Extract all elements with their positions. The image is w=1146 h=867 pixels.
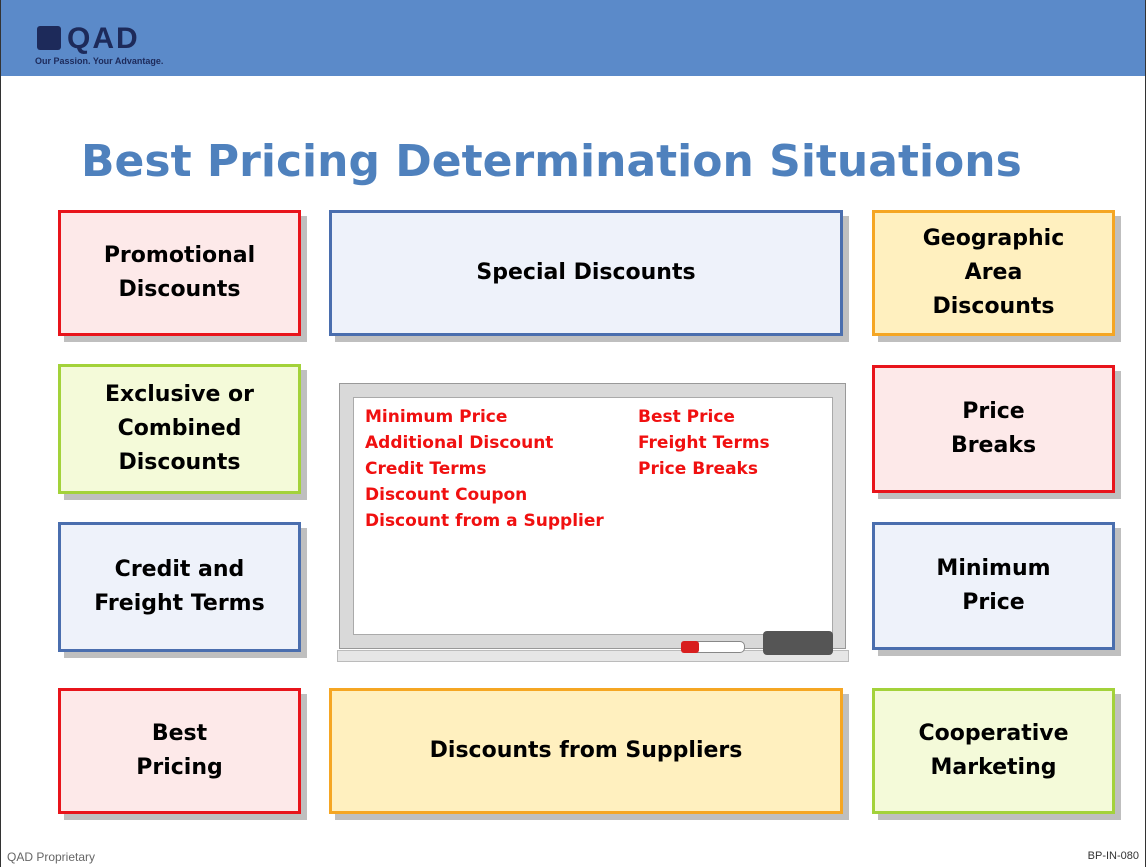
header-bar xyxy=(1,0,1146,76)
footer-right: BP-IN-080 xyxy=(1088,850,1139,862)
eraser xyxy=(763,631,833,655)
box-label: Credit and xyxy=(115,553,245,587)
logo-text: QAD xyxy=(67,22,140,56)
box-label: Special Discounts xyxy=(476,256,695,290)
marker-cap xyxy=(681,641,699,653)
box-label: Discounts xyxy=(933,290,1055,324)
box-label: Geographic xyxy=(923,222,1065,256)
box-label: Promotional xyxy=(104,239,255,273)
box-label: Discounts xyxy=(119,273,241,307)
box-label: Price xyxy=(962,586,1024,620)
logo-icon xyxy=(37,26,61,50)
box-label: Pricing xyxy=(136,751,223,785)
box-label: Area xyxy=(965,256,1023,290)
tagline: Our Passion. Your Advantage. xyxy=(35,56,163,66)
box-label: Discounts from Suppliers xyxy=(430,734,743,768)
box-label: Best xyxy=(152,717,207,751)
slide: QAD Our Passion. Your Advantage. Best Pr… xyxy=(0,0,1146,867)
whiteboard-item: Minimum Price xyxy=(365,404,507,430)
whiteboard-item: Discount Coupon xyxy=(365,482,527,508)
box-label: Marketing xyxy=(930,751,1056,785)
box-label: Exclusive or xyxy=(105,378,254,412)
box-label: Cooperative xyxy=(918,717,1068,751)
box-label: Freight Terms xyxy=(94,587,264,621)
box-label: Discounts xyxy=(119,446,241,480)
situation-box: Discounts from Suppliers xyxy=(329,688,843,814)
whiteboard-item: Price Breaks xyxy=(638,456,758,482)
slide-title: Best Pricing Determination Situations xyxy=(81,136,1022,187)
whiteboard-item: Credit Terms xyxy=(365,456,487,482)
box-label: Price xyxy=(962,395,1024,429)
situation-box: Special Discounts xyxy=(329,210,843,336)
box-label: Combined xyxy=(118,412,242,446)
box-label: Breaks xyxy=(951,429,1036,463)
box-label: Minimum xyxy=(936,552,1050,586)
whiteboard-item: Discount from a Supplier xyxy=(365,508,604,534)
footer-left: QAD Proprietary xyxy=(7,850,95,864)
whiteboard-item: Freight Terms xyxy=(638,430,770,456)
whiteboard-item: Additional Discount xyxy=(365,430,553,456)
whiteboard-item: Best Price xyxy=(638,404,735,430)
